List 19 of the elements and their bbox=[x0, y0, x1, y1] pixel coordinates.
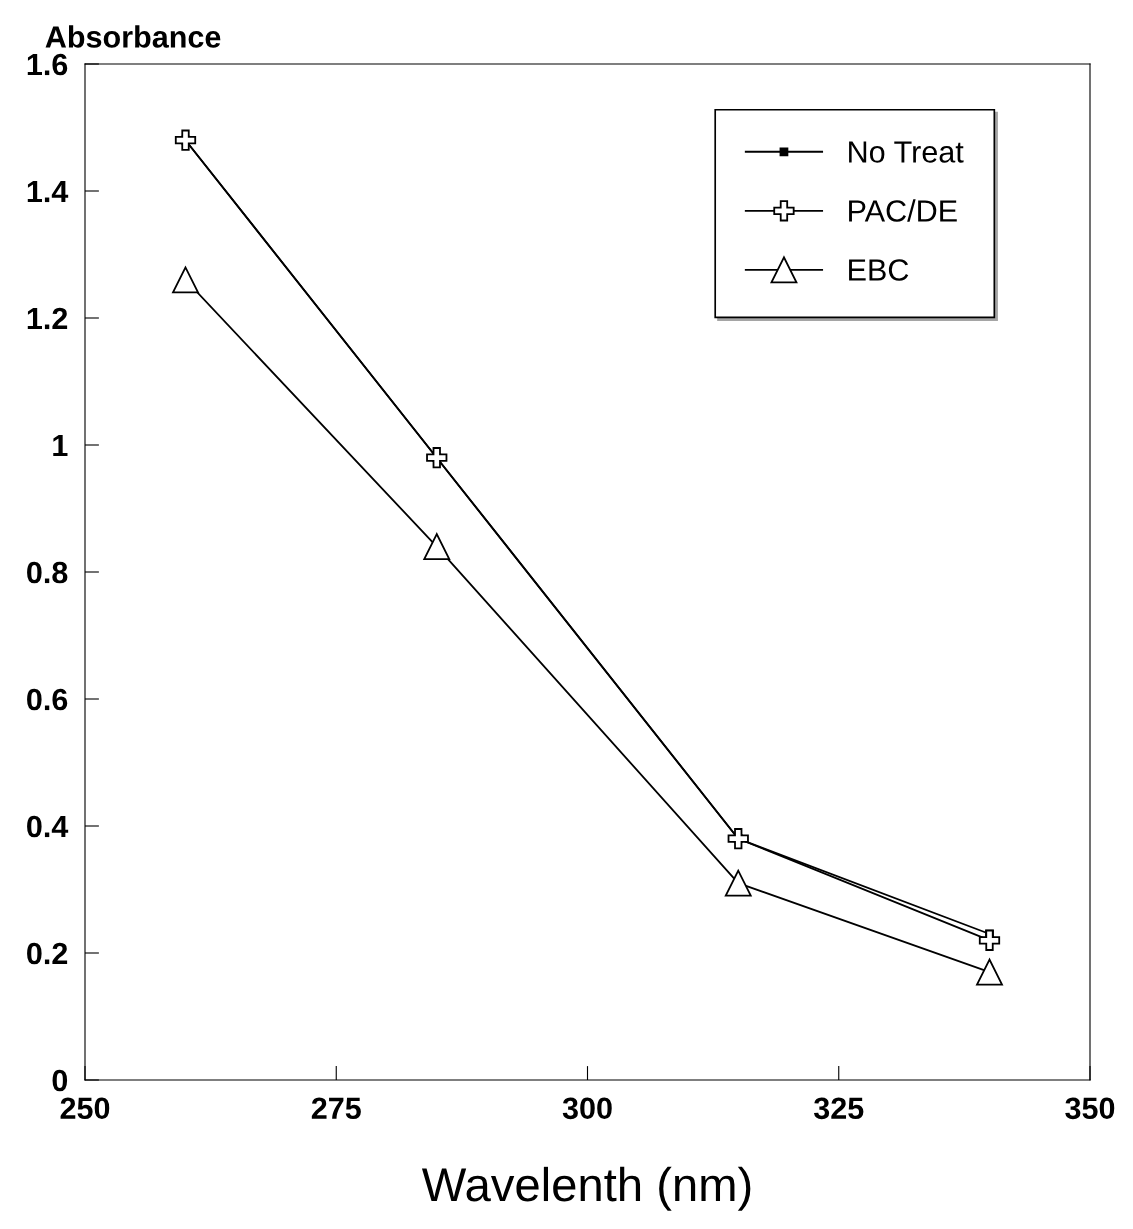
legend-label: PAC/DE bbox=[849, 199, 957, 222]
y-tick-label: 1.4 bbox=[27, 181, 69, 203]
y-tick-label: 1.2 bbox=[27, 307, 68, 330]
y-tick-label: 0.2 bbox=[27, 942, 68, 965]
x-tick-label: 275 bbox=[311, 1097, 361, 1120]
x-axis-title: Wavelenth (nm) bbox=[421, 1166, 751, 1211]
x-tick-label: 350 bbox=[1065, 1097, 1115, 1120]
x-tick-label: 325 bbox=[813, 1097, 864, 1120]
y-tick-label: 1.6 bbox=[27, 53, 68, 76]
y-tick-label: 1 bbox=[53, 435, 68, 457]
y-tick-label: 0.8 bbox=[27, 561, 68, 584]
y-tick-label: 0 bbox=[52, 1069, 68, 1092]
x-tick-label: 300 bbox=[562, 1097, 612, 1120]
y-tick-label: 0.6 bbox=[27, 688, 68, 711]
y-tick-label: 0.4 bbox=[27, 815, 69, 838]
x-tick-label: 250 bbox=[60, 1097, 110, 1120]
legend-label: No Treat bbox=[849, 141, 964, 163]
y-axis-title: Absorbance bbox=[45, 25, 221, 48]
legend-label: EBC bbox=[849, 259, 909, 281]
